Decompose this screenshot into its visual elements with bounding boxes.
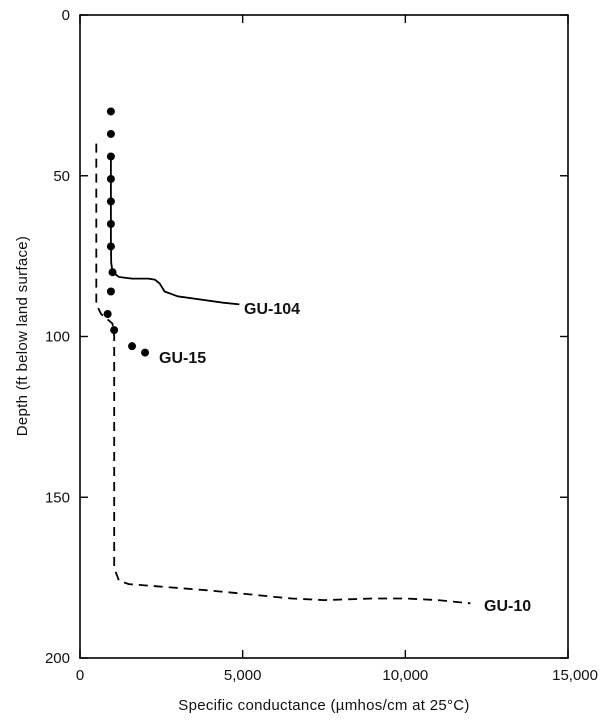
- series-label-gu-10: GU-10: [484, 598, 531, 615]
- data-point-gu-15: [106, 129, 115, 138]
- data-point-gu-15: [108, 268, 117, 277]
- x-tick-label: 0: [76, 667, 84, 684]
- data-point-gu-15: [106, 242, 115, 251]
- y-tick-label: 150: [45, 489, 70, 506]
- x-axis-title: Specific conductance (µmhos/cm at 25°C): [178, 697, 469, 714]
- data-point-gu-15: [110, 326, 119, 335]
- series-label-gu-15: GU-15: [159, 350, 206, 367]
- data-point-gu-15: [106, 197, 115, 206]
- data-point-gu-15: [106, 219, 115, 228]
- data-point-gu-15: [106, 152, 115, 161]
- data-point-gu-15: [103, 309, 112, 318]
- data-point-gu-15: [106, 174, 115, 183]
- y-tick-label: 50: [53, 168, 70, 185]
- x-tick-label: 5,000: [224, 667, 262, 684]
- y-tick-label: 0: [62, 7, 70, 24]
- plot-frame: [79, 14, 569, 659]
- data-point-gu-15: [128, 342, 137, 351]
- data-point-gu-15: [106, 287, 115, 296]
- series-line-gu-104: [110, 153, 240, 306]
- x-tick-label: 10,000: [382, 667, 428, 684]
- data-point-gu-15: [106, 107, 115, 116]
- y-tick-label: 100: [45, 329, 70, 346]
- x-tick-label: 15,000: [552, 667, 598, 684]
- series-line-gu-10: [95, 143, 471, 605]
- data-point-gu-15: [141, 348, 150, 357]
- series-label-gu-104: GU-104: [244, 301, 300, 318]
- y-axis-title: Depth (ft below land surface): [14, 236, 31, 436]
- y-tick-label: 200: [45, 650, 70, 667]
